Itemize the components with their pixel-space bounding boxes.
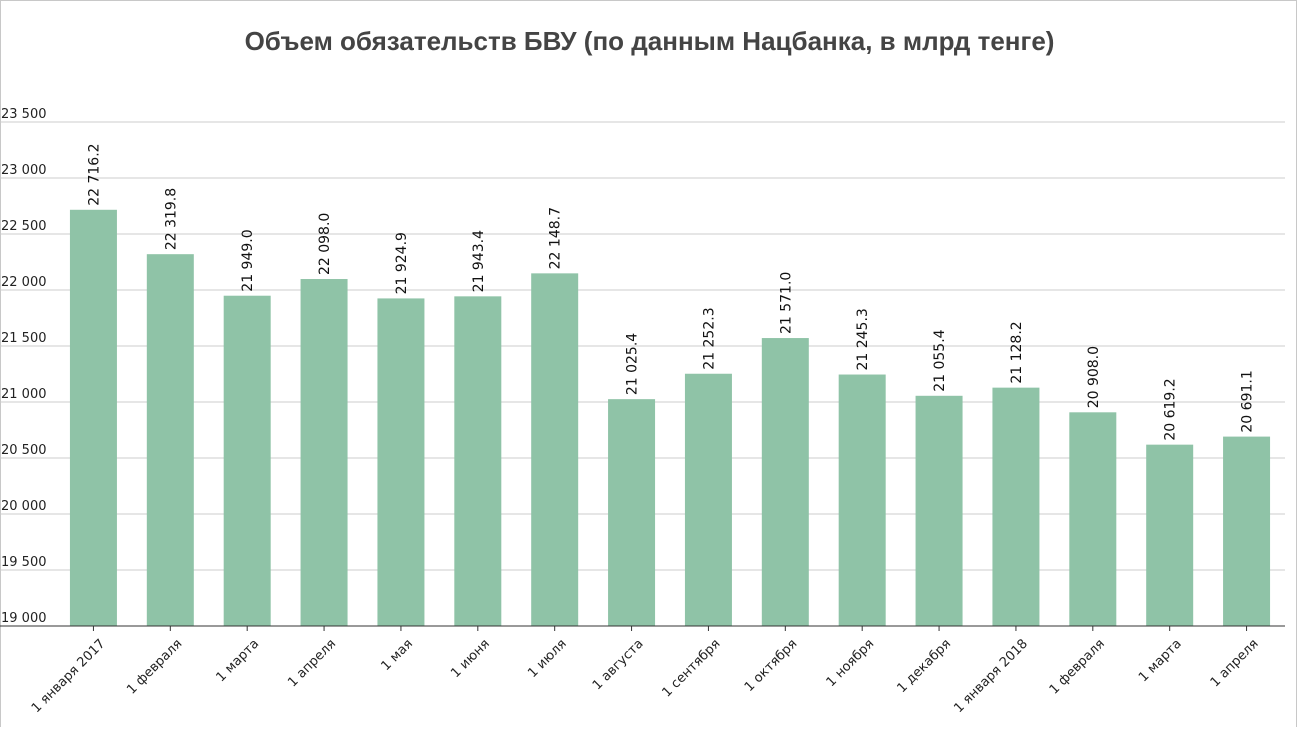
bar: [69, 209, 117, 627]
x-tick-label: 1 марта: [213, 636, 262, 685]
y-tick-label: 22 000: [1, 275, 47, 290]
bar: [915, 395, 963, 626]
data-label: 22 148.7: [548, 207, 564, 269]
x-tick-label: 1 апреля: [1208, 636, 1262, 690]
data-label: 21 252.3: [701, 307, 717, 369]
data-label: 21 128.2: [1009, 321, 1025, 383]
bar: [531, 273, 579, 626]
bar: [454, 296, 502, 626]
x-tick-label: 1 июня: [448, 636, 493, 681]
y-tick-label: 19 000: [1, 611, 47, 626]
chart-title: Объем обязательств БВУ (по данным Нацбан…: [244, 26, 1055, 56]
y-tick-label: 21 000: [1, 387, 47, 402]
bar: [684, 373, 732, 626]
x-tick-label: 1 января 2017: [29, 636, 109, 716]
x-tick-label: 1 сентября: [659, 636, 723, 700]
bars: [69, 209, 1271, 627]
data-labels: 22 716.2 22 319.8 21 949.0 22 098.0 21 924.9…: [86, 143, 1255, 440]
data-label: 20 908.0: [1086, 346, 1102, 408]
y-tick-label: 23 000: [1, 163, 47, 178]
x-tick-label: 1 января 2018: [951, 636, 1031, 716]
x-tick-label: 1 мая: [379, 636, 416, 673]
x-tick-label: 1 июля: [525, 636, 570, 681]
y-axis-ticks: 19 000 19 500 20 000 20 500 21 000 21 500 22 0…: [1, 107, 47, 626]
data-label: 21 571.0: [778, 272, 794, 334]
x-tick-label: 1 ноября: [824, 636, 878, 690]
data-label: 22 716.2: [86, 143, 102, 205]
y-tick-label: 22 500: [1, 219, 47, 234]
data-label: 21 055.4: [932, 329, 948, 391]
data-label: 21 943.4: [471, 230, 487, 292]
y-tick-label: 23 500: [1, 107, 47, 122]
data-label: 20 619.2: [1163, 378, 1179, 440]
bar: [838, 374, 886, 626]
bar: [1146, 444, 1194, 626]
x-tick-label: 1 декабря: [894, 636, 954, 696]
x-tick-label: 1 февраля: [124, 636, 185, 697]
bar: [300, 279, 348, 626]
bar: [1223, 436, 1271, 626]
bar: [146, 254, 194, 626]
y-tick-label: 20 000: [1, 499, 47, 514]
x-tick-label: 1 октября: [742, 636, 800, 694]
data-label: 20 691.1: [1240, 370, 1256, 432]
bar: [223, 295, 271, 626]
data-label: 21 025.4: [625, 333, 641, 395]
y-tick-label: 19 500: [1, 555, 47, 570]
bar: [761, 338, 809, 626]
y-tick-label: 21 500: [1, 331, 47, 346]
data-label: 22 098.0: [317, 213, 333, 275]
data-label: 22 319.8: [163, 188, 179, 250]
x-tick-label: 1 августа: [590, 636, 647, 693]
bar: [1069, 412, 1117, 626]
y-tick-label: 20 500: [1, 443, 47, 458]
bar: [377, 298, 425, 626]
data-label: 21 949.0: [240, 229, 256, 291]
data-label: 21 924.9: [394, 232, 410, 294]
bar: [608, 399, 656, 626]
bar: [992, 387, 1040, 626]
data-label: 21 245.3: [855, 308, 871, 370]
x-tick-label: 1 февраля: [1047, 636, 1108, 697]
x-tick-label: 1 марта: [1136, 636, 1185, 685]
x-tick-label: 1 апреля: [285, 636, 339, 690]
x-axis: 1 января 2017 1 февраля 1 марта 1 апреля 1 м…: [0, 625, 1285, 716]
